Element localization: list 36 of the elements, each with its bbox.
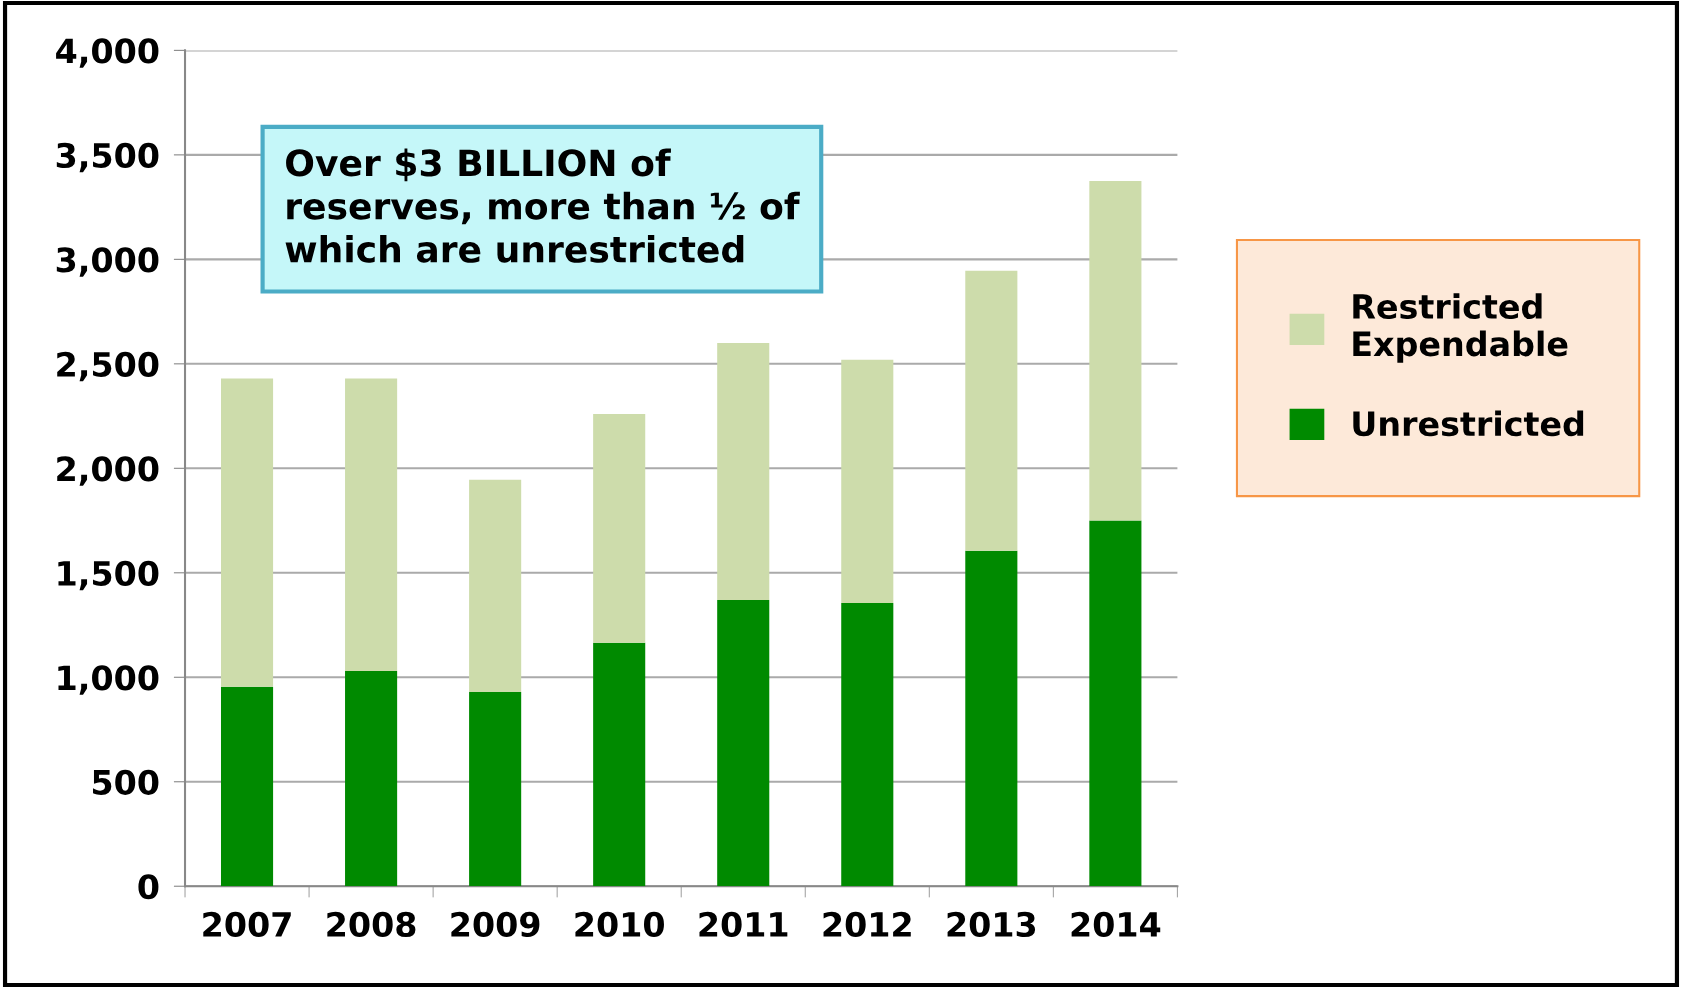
annotation: Over $3 BILLION of reserves, more than ½ of which are unrestricted <box>285 148 800 263</box>
y-tick-label: 2,500 <box>57 351 159 382</box>
x-tick-label: 2013 <box>947 911 1036 938</box>
bar <box>717 599 770 887</box>
bar <box>841 359 894 604</box>
bar <box>965 550 1018 887</box>
y-tick-label: 500 <box>93 769 159 795</box>
y-tick-label: 4,000 <box>56 38 159 68</box>
bar <box>469 479 522 692</box>
x-tick-label: 2011 <box>699 911 788 938</box>
y-tick-label: 3,500 <box>56 142 159 173</box>
bar <box>1089 520 1142 887</box>
bar <box>220 686 274 887</box>
y-tick-label: 1,500 <box>58 560 159 591</box>
bar <box>345 671 398 887</box>
bar <box>593 642 646 887</box>
legend-label: Restricted Expendable <box>1353 293 1568 363</box>
y-tick-label: 0 <box>138 874 159 900</box>
bar <box>717 342 770 600</box>
bar <box>1089 180 1142 521</box>
legend-label: Unrestricted <box>1353 410 1584 437</box>
bar <box>345 378 398 672</box>
bar <box>469 691 522 887</box>
x-tick-label: 2007 <box>203 911 291 938</box>
x-tick-label: 2009 <box>451 911 540 938</box>
bar <box>220 378 274 687</box>
bar <box>841 603 894 887</box>
x-tick-label: 2012 <box>823 911 911 938</box>
x-tick-label: 2014 <box>1071 911 1161 938</box>
x-tick-label: 2008 <box>327 911 416 938</box>
y-tick-label: 2,000 <box>57 456 159 486</box>
x-tick-label: 2010 <box>575 911 664 938</box>
y-tick-label: 3,000 <box>56 247 159 277</box>
bar <box>965 270 1018 551</box>
bar <box>593 413 646 643</box>
y-tick-label: 1,000 <box>58 665 159 695</box>
